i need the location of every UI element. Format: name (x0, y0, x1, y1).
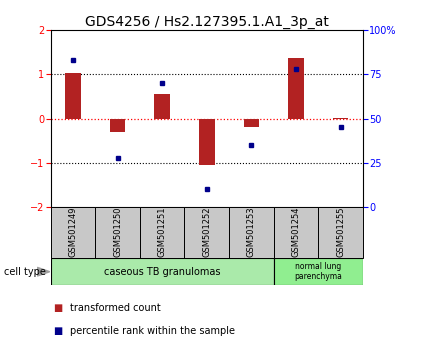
Bar (199, 119, 215, 165)
Text: GSM501249: GSM501249 (68, 206, 77, 257)
Bar (154, 94, 170, 119)
Bar (244, 119, 259, 127)
Text: GSM501251: GSM501251 (158, 206, 167, 257)
Text: ■: ■ (53, 303, 62, 313)
Bar (140, 207, 184, 258)
Bar (288, 57, 304, 119)
Bar (274, 258, 363, 285)
Bar (319, 207, 363, 258)
Bar (229, 207, 274, 258)
Polygon shape (37, 267, 50, 276)
Text: transformed count: transformed count (70, 303, 161, 313)
Text: GSM501252: GSM501252 (202, 206, 211, 257)
Bar (333, 118, 348, 119)
Bar (65, 73, 81, 119)
Text: ■: ■ (53, 326, 62, 336)
Bar (51, 258, 274, 285)
Text: GSM501255: GSM501255 (336, 206, 345, 257)
Text: GSM501254: GSM501254 (292, 206, 301, 257)
Text: normal lung
parenchyma: normal lung parenchyma (294, 262, 342, 281)
Bar (184, 207, 229, 258)
Bar (95, 207, 140, 258)
Bar (110, 119, 125, 132)
Text: percentile rank within the sample: percentile rank within the sample (70, 326, 235, 336)
Bar (274, 207, 319, 258)
Text: cell type: cell type (4, 267, 46, 277)
Text: caseous TB granulomas: caseous TB granulomas (104, 267, 220, 277)
Title: GDS4256 / Hs2.127395.1.A1_3p_at: GDS4256 / Hs2.127395.1.A1_3p_at (85, 15, 329, 29)
Text: GSM501250: GSM501250 (113, 206, 122, 257)
Bar (51, 207, 95, 258)
Text: GSM501253: GSM501253 (247, 206, 256, 257)
